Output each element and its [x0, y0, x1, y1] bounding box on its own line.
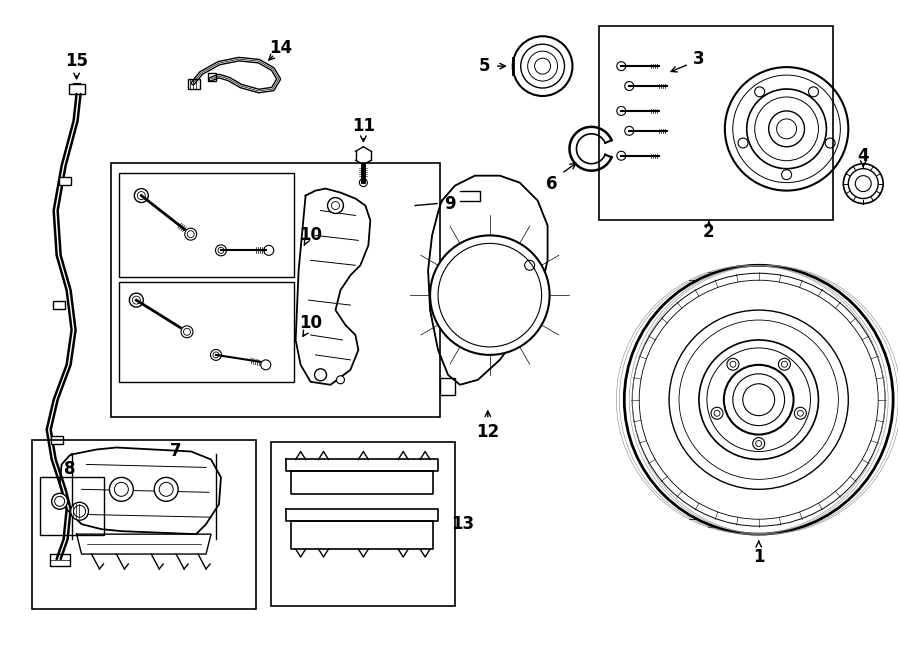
Circle shape — [328, 198, 344, 214]
Polygon shape — [291, 521, 433, 549]
Bar — [68, 84, 85, 94]
Bar — [120, 282, 293, 382]
Text: 5: 5 — [479, 57, 490, 75]
Text: 9: 9 — [445, 194, 455, 213]
Polygon shape — [440, 378, 455, 395]
Text: 8: 8 — [64, 461, 76, 479]
Bar — [58, 176, 70, 184]
Polygon shape — [76, 534, 211, 554]
Text: 6: 6 — [545, 175, 557, 192]
Text: 13: 13 — [452, 515, 474, 533]
Bar — [50, 554, 69, 566]
Circle shape — [154, 477, 178, 501]
Polygon shape — [428, 176, 547, 385]
Polygon shape — [285, 509, 438, 521]
Circle shape — [430, 235, 550, 355]
Text: 4: 4 — [858, 147, 869, 165]
Circle shape — [337, 376, 345, 384]
Polygon shape — [291, 471, 433, 494]
Bar — [208, 73, 216, 81]
Bar — [188, 79, 200, 89]
Polygon shape — [296, 188, 370, 385]
Bar — [40, 477, 104, 535]
Text: 15: 15 — [65, 52, 88, 70]
Bar — [271, 442, 455, 606]
Polygon shape — [59, 447, 221, 534]
Bar — [50, 436, 63, 444]
Text: 10: 10 — [299, 314, 322, 332]
Text: 14: 14 — [269, 39, 292, 58]
Bar — [120, 173, 293, 277]
Text: 2: 2 — [703, 223, 715, 241]
Bar — [53, 301, 65, 309]
Bar — [599, 26, 833, 221]
Circle shape — [51, 493, 68, 509]
Polygon shape — [285, 459, 438, 471]
Text: 1: 1 — [753, 548, 764, 566]
Text: 7: 7 — [170, 442, 182, 461]
Text: 10: 10 — [299, 227, 322, 245]
Bar — [32, 440, 256, 609]
Circle shape — [70, 502, 88, 520]
Text: 3: 3 — [693, 50, 705, 68]
Circle shape — [110, 477, 133, 501]
Circle shape — [315, 369, 327, 381]
Text: 12: 12 — [476, 422, 500, 441]
Bar — [112, 163, 440, 416]
Text: 11: 11 — [352, 117, 375, 135]
